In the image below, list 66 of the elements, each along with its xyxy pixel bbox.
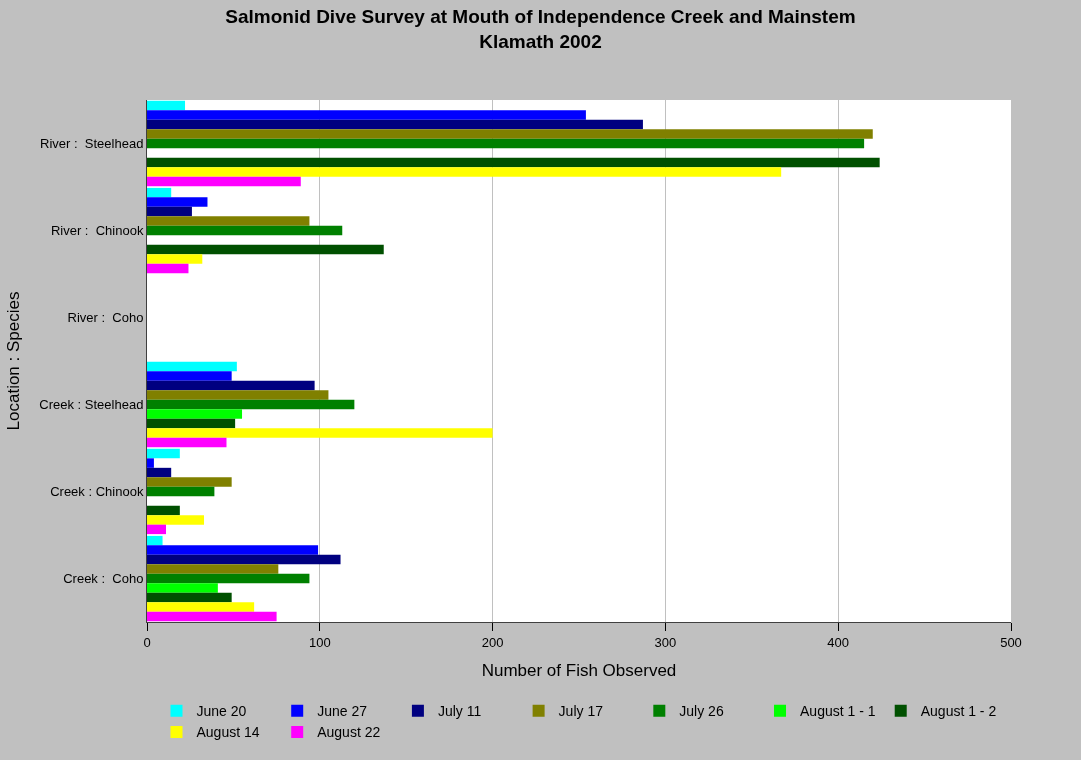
bar bbox=[147, 428, 493, 438]
bar bbox=[147, 448, 180, 459]
x-tick-label: 100 bbox=[308, 634, 331, 650]
legend-label: August 14 bbox=[196, 724, 260, 741]
bar bbox=[147, 390, 329, 400]
legend-label: June 27 bbox=[317, 703, 368, 720]
bar bbox=[147, 399, 355, 410]
bar bbox=[147, 554, 341, 565]
legend-label: August 22 bbox=[317, 724, 381, 741]
bar bbox=[147, 477, 232, 487]
bar bbox=[147, 564, 279, 574]
bar bbox=[147, 602, 255, 612]
bar bbox=[147, 437, 227, 448]
bar bbox=[147, 157, 880, 168]
y-tick-label: Creek : Chinook bbox=[50, 484, 144, 500]
y-tick-label: River : Coho bbox=[67, 310, 144, 326]
bar bbox=[147, 583, 218, 593]
y-tick-label: Creek : Steelhead bbox=[39, 397, 144, 413]
bar bbox=[147, 110, 586, 120]
bar bbox=[147, 467, 172, 478]
x-tick-label: 500 bbox=[1000, 634, 1022, 650]
bar bbox=[147, 167, 782, 177]
bar bbox=[147, 216, 310, 226]
bar bbox=[147, 197, 208, 207]
x-tick-label: 0 bbox=[143, 634, 151, 650]
y-axis-title: Location : Species bbox=[3, 291, 23, 431]
x-tick-label: 400 bbox=[827, 634, 850, 650]
legend-label: July 26 bbox=[679, 703, 724, 720]
bar bbox=[147, 592, 232, 603]
bar bbox=[147, 138, 865, 149]
bar bbox=[147, 187, 172, 198]
bar bbox=[147, 505, 180, 516]
legend-label: June 20 bbox=[196, 703, 247, 720]
bar bbox=[147, 254, 203, 264]
bar bbox=[147, 545, 319, 555]
bar bbox=[147, 486, 215, 497]
bar bbox=[147, 119, 643, 130]
y-tick-label: Creek : Coho bbox=[63, 571, 144, 587]
y-tick-label: River : Steelhead bbox=[40, 136, 144, 152]
bar bbox=[147, 225, 343, 236]
bar bbox=[147, 535, 163, 546]
bar bbox=[147, 409, 243, 419]
bar bbox=[147, 176, 301, 187]
bar bbox=[147, 611, 277, 622]
bar bbox=[147, 361, 237, 372]
x-axis-title: Number of Fish Observed bbox=[481, 661, 677, 680]
x-tick-label: 200 bbox=[481, 634, 504, 650]
bar bbox=[147, 458, 154, 468]
y-tick-label: River : Chinook bbox=[50, 223, 144, 239]
bar bbox=[147, 129, 873, 139]
chart-title: Salmonid Dive Survey at Mouth of Independence Creek and Mainstem Klamath 2002 bbox=[225, 5, 856, 52]
bar bbox=[147, 371, 232, 381]
bar bbox=[147, 100, 186, 111]
x-tick-label: 300 bbox=[654, 634, 677, 650]
bar bbox=[147, 263, 189, 274]
bar bbox=[147, 244, 384, 255]
legend-label: August 1 - 1 bbox=[800, 703, 876, 720]
bar bbox=[147, 418, 236, 429]
bar bbox=[147, 573, 310, 584]
bar bbox=[147, 380, 315, 391]
legend-label: July 11 bbox=[437, 703, 482, 720]
legend-label: August 1 - 2 bbox=[920, 703, 997, 720]
legend-label: July 17 bbox=[558, 703, 604, 720]
bar bbox=[147, 524, 167, 535]
bar bbox=[147, 206, 192, 217]
bar bbox=[147, 515, 205, 525]
